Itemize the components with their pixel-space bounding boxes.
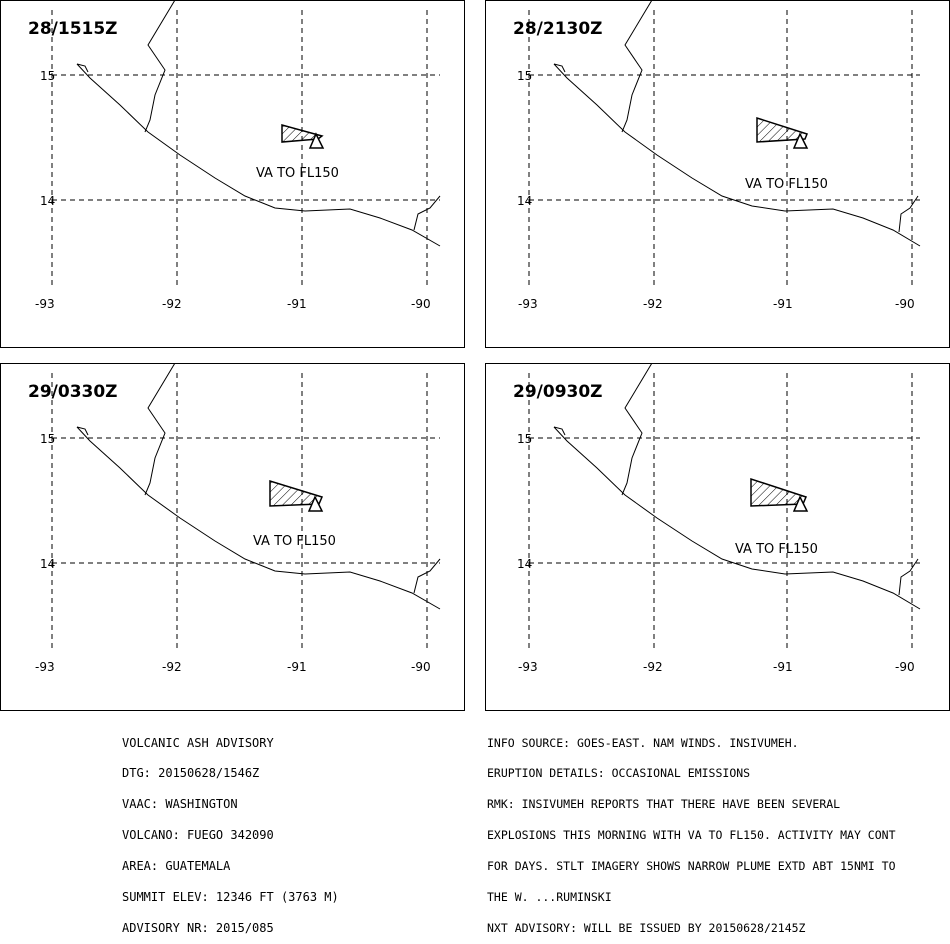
- advisory-line: INFO SOURCE: GOES-EAST. NAM WINDS. INSIV…: [487, 735, 799, 750]
- volcano-icon: [308, 132, 325, 149]
- lon-tick: -91: [773, 297, 793, 311]
- border-line: [621, 0, 653, 133]
- advisory-line: SUMMIT ELEV: 12346 FT (3763 M): [122, 890, 339, 905]
- lon-tick: -91: [773, 660, 793, 674]
- lat-tick: 15: [517, 432, 532, 446]
- border-line-west: [553, 63, 566, 73]
- advisory-details-text: INFO SOURCE: GOES-EAST. NAM WINDS. INSIV…: [487, 717, 896, 944]
- ash-label: VA TO FL150: [735, 542, 818, 557]
- ash-cloud-polygon: [756, 116, 808, 143]
- border-line-east: [898, 558, 919, 596]
- border-line: [144, 0, 176, 133]
- advisory-line: RMK: INSIVUMEH REPORTS THAT THERE HAVE B…: [487, 797, 841, 812]
- lon-tick: -90: [411, 297, 431, 311]
- ash-label: VA TO FL150: [745, 177, 828, 192]
- lon-tick: -92: [162, 297, 182, 311]
- lon-tick: -93: [518, 660, 538, 674]
- border-line-west: [553, 426, 566, 436]
- lon-tick: -90: [411, 660, 431, 674]
- advisory-line: EXPLOSIONS THIS MORNING WITH VA TO FL150…: [487, 828, 896, 843]
- coastline: [76, 63, 441, 247]
- advisory-line: NXT ADVISORY: WILL BE ISSUED BY 20150628…: [487, 920, 806, 935]
- panel-border: [485, 0, 950, 348]
- advisory-line: DTG: 20150628/1546Z: [122, 766, 260, 781]
- lon-tick: -92: [162, 660, 182, 674]
- advisory-line: VAAC: WASHINGTON: [122, 797, 238, 812]
- coastline: [553, 63, 921, 247]
- advisory-line: ADVISORY NR: 2015/085: [122, 920, 274, 935]
- panel-border: [0, 363, 465, 711]
- panel-border: [0, 0, 465, 348]
- border-line-east: [413, 558, 441, 594]
- border-line-east: [413, 195, 441, 231]
- advisory-line: FOR DAYS. STLT IMAGERY SHOWS NARROW PLUM…: [487, 859, 896, 874]
- lon-tick: -92: [643, 297, 663, 311]
- coastline: [76, 426, 441, 610]
- lon-tick: -93: [35, 297, 55, 311]
- forecast-panel-4: 29/0930Z VA TO FL150 15 14 -93 -92 -91 -…: [485, 363, 950, 711]
- forecast-panel-2: 28/2130Z VA TO FL150 15 14 -93 -92 -91 -…: [485, 0, 950, 348]
- panel-border: [485, 363, 950, 711]
- lon-tick: -93: [35, 660, 55, 674]
- forecast-panel-3: 29/0330Z VA TO FL150 15 14 -93 -92 -91 -…: [0, 363, 465, 711]
- panel-time: 28/2130Z: [513, 19, 603, 39]
- lat-tick: 14: [40, 194, 55, 208]
- lat-tick: 14: [517, 194, 532, 208]
- lat-tick: 14: [40, 557, 55, 571]
- lat-tick: 15: [40, 69, 55, 83]
- volcano-icon: [792, 132, 809, 149]
- ash-label: VA TO FL150: [253, 534, 336, 549]
- volcano-icon: [792, 495, 809, 512]
- lat-tick: 15: [40, 432, 55, 446]
- lon-tick: -90: [895, 660, 915, 674]
- graticule: [51, 373, 440, 648]
- coastline: [553, 426, 921, 610]
- lon-tick: -92: [643, 660, 663, 674]
- volcano-icon: [307, 495, 324, 512]
- lon-tick: -93: [518, 297, 538, 311]
- forecast-panel-1: 28/1515Z VA TO FL150 15 14 -93 -92 -91 -…: [0, 0, 465, 348]
- advisory-line: VOLCANIC ASH ADVISORY: [122, 735, 274, 750]
- border-line-west: [76, 63, 89, 73]
- panel-time: 29/0930Z: [513, 382, 603, 402]
- border-line: [144, 363, 176, 496]
- ash-label: VA TO FL150: [256, 166, 339, 181]
- lon-tick: -90: [895, 297, 915, 311]
- graticule: [528, 10, 920, 285]
- lat-tick: 15: [517, 69, 532, 83]
- border-line-east: [898, 195, 919, 233]
- graticule: [51, 10, 440, 285]
- advisory-line: THE W. ...RUMINSKI: [487, 890, 612, 905]
- lon-tick: -91: [287, 297, 307, 311]
- advisory-header-text: VOLCANIC ASH ADVISORY DTG: 20150628/1546…: [122, 717, 339, 944]
- border-line-west: [76, 426, 89, 436]
- panel-time: 29/0330Z: [28, 382, 118, 402]
- advisory-line: AREA: GUATEMALA: [122, 859, 231, 874]
- panel-time: 28/1515Z: [28, 19, 118, 39]
- lat-tick: 14: [517, 557, 532, 571]
- graticule: [528, 373, 920, 648]
- advisory-line: VOLCANO: FUEGO 342090: [122, 828, 274, 843]
- border-line: [621, 363, 653, 496]
- advisory-line: ERUPTION DETAILS: OCCASIONAL EMISSIONS: [487, 766, 751, 781]
- lon-tick: -91: [287, 660, 307, 674]
